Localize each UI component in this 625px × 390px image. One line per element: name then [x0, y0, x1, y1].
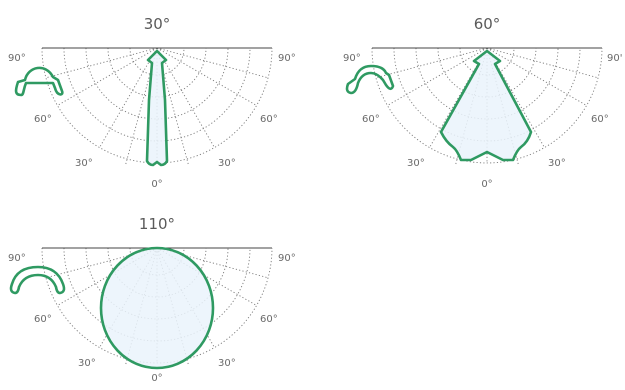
tick-left-30: 30° — [407, 158, 425, 169]
beam-diagram-30-svg: 30° 90° 90° 60° 60° 30° 30° 0° — [8, 15, 296, 190]
tick-left-30: 30° — [78, 358, 96, 369]
tick-left-60: 60° — [362, 114, 380, 125]
beam-diagram-60-svg: 60° 90° 90' 60° 60° 30° 30° 0° — [343, 15, 622, 190]
beam-diagram-30: 30° 90° 90° 60° 60° 30° 30° 0° — [0, 0, 300, 190]
tick-bottom-0: 0° — [481, 179, 492, 190]
tick-left-90: 90° — [343, 53, 361, 64]
beam-diagram-110-svg: 110° 90° 90° 60° 60° 30° 30° 0° — [8, 215, 296, 384]
tick-right-30: 30° — [548, 158, 566, 169]
tick-right-60: 60° — [591, 114, 609, 125]
tick-left-30: 30° — [75, 158, 93, 169]
tick-right-60: 60° — [260, 314, 278, 325]
tick-left-60: 60° — [34, 114, 52, 125]
tick-right-30: 30° — [218, 158, 236, 169]
beam-lobe — [145, 49, 169, 167]
diagram-title: 30° — [144, 15, 171, 33]
beam-lobe — [99, 246, 215, 370]
tick-right-90: 90° — [278, 253, 296, 264]
lens-profile-30-icon — [14, 66, 64, 97]
beam-diagram-110: 110° 90° 90° 60° 60° 30° 30° 0° — [0, 200, 300, 390]
tick-bottom-0: 0° — [151, 179, 162, 190]
tick-right-90: 90' — [607, 53, 622, 64]
tick-left-90: 90° — [8, 53, 26, 64]
tick-left-60: 60° — [34, 314, 52, 325]
lens-profile-60-icon — [345, 64, 395, 95]
lens-profile-110-icon — [9, 265, 66, 295]
tick-right-60: 60° — [260, 114, 278, 125]
beam-lobe — [439, 49, 533, 162]
tick-left-90: 90° — [8, 253, 26, 264]
tick-right-90: 90° — [278, 53, 296, 64]
tick-bottom-0: 0° — [151, 373, 162, 384]
diagram-title: 110° — [139, 215, 175, 233]
diagram-title: 60° — [474, 15, 501, 33]
tick-right-30: 30° — [218, 358, 236, 369]
beam-diagram-60: 60° 90° 90' 60° 60° 30° 30° 0° — [331, 0, 625, 190]
